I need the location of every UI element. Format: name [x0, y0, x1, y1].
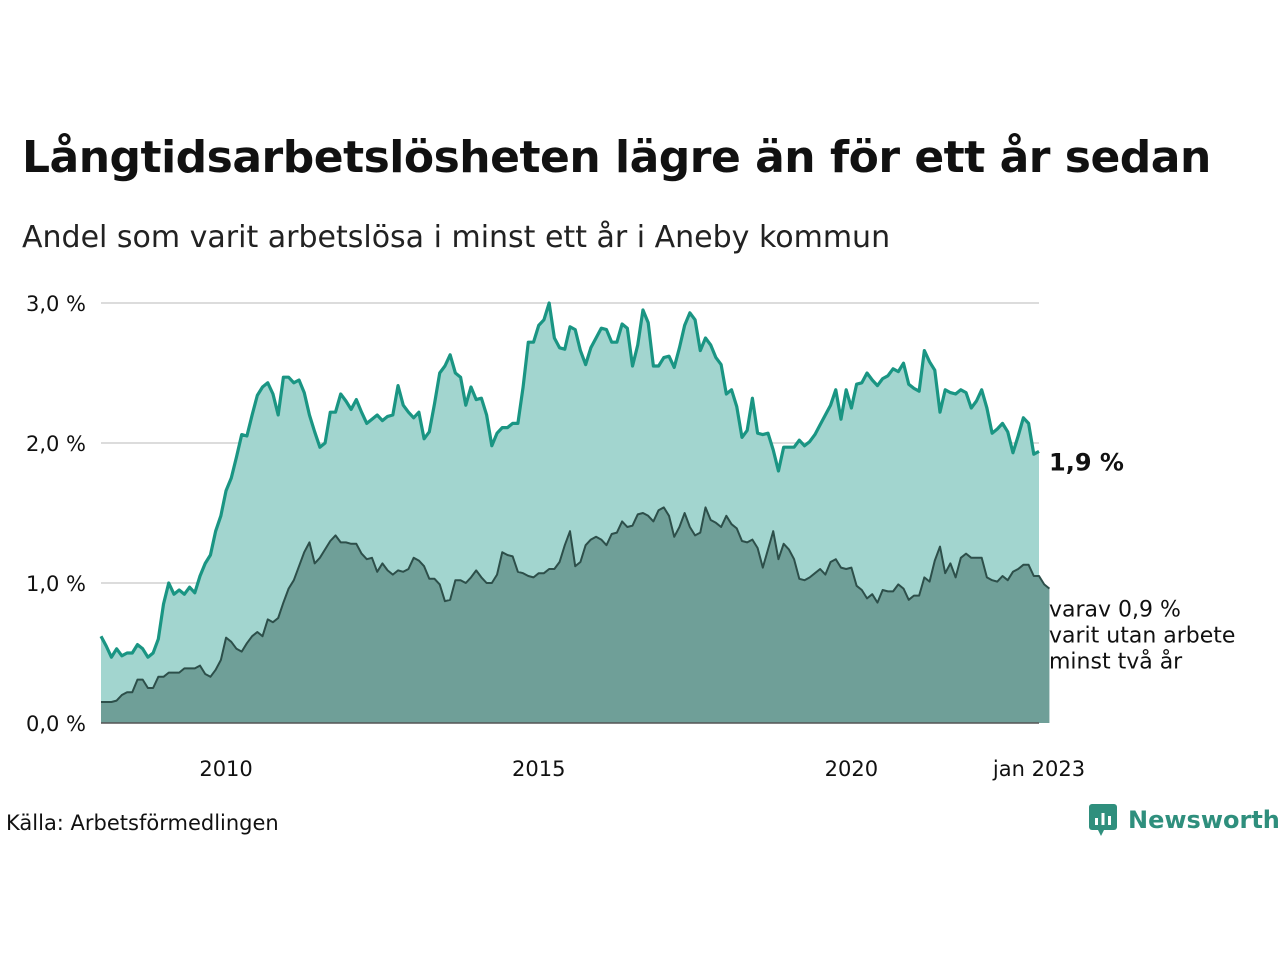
line-min2yr: [101, 506, 1051, 703]
y-tick-label: 0,0 %: [26, 712, 86, 736]
x-tick-label: 2020: [825, 757, 878, 781]
x-tick-label: jan 2023: [992, 757, 1085, 781]
x-tick-label: 2015: [512, 757, 565, 781]
end-label-two-years-line: varav 0,9 %: [1049, 598, 1181, 623]
end-label-two-years-line: varit utan arbete: [1049, 624, 1235, 649]
chart-subtitle: Andel som varit arbetslösa i minst ett å…: [22, 220, 891, 255]
brand-name: Newsworthy: [1128, 806, 1280, 834]
source-note: Källa: Arbetsförmedlingen: [6, 811, 279, 835]
axes: 0,0 % 1,0 % 2,0 % 3,0 % 2010 2015 2020 jan 2023: [26, 292, 1085, 781]
y-tick-label: 2,0 %: [26, 432, 86, 456]
area-min2yr: [101, 507, 1050, 723]
newsworthy-logo-icon: [1089, 804, 1117, 836]
x-tick-label: 2010: [199, 757, 252, 781]
brand-logo[interactable]: Newsworthy: [1088, 803, 1280, 837]
y-tick-label: 3,0 %: [26, 292, 86, 316]
series-areas: [99, 301, 1051, 723]
y-tick-label: 1,0 %: [26, 572, 86, 596]
end-label-total: 1,9 %: [1049, 448, 1124, 476]
chart-title: Långtidsarbetslösheten lägre än för ett …: [22, 132, 1211, 183]
line-min1yr: [99, 301, 1040, 659]
end-label-two-years-line: minst två år: [1049, 649, 1183, 675]
